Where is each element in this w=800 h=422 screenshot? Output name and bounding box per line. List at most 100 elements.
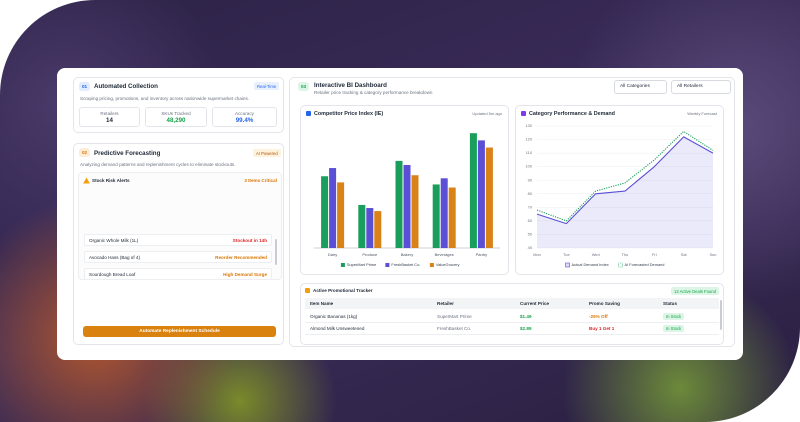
column-header: Status	[663, 301, 678, 306]
scrollbar[interactable]	[275, 239, 277, 265]
alerts-panel: Stock Risk Alerts 3 Items Critical Organ…	[78, 172, 282, 280]
step-badge: 03	[298, 82, 309, 91]
deals-badge: 12 Active Deals Found	[671, 287, 719, 295]
table-row-divider	[305, 334, 719, 335]
card-description: Scraping pricing, promotions, and invent…	[80, 96, 250, 101]
alerts-count: 3 Items Critical	[244, 178, 277, 183]
bar	[469, 133, 477, 248]
bar	[448, 187, 456, 248]
alert-status: Stockout in 14h	[232, 238, 267, 243]
current-price: $1.49	[520, 314, 532, 319]
replenish-button[interactable]: Automate Replenishment Schedule	[83, 326, 276, 337]
bar	[366, 208, 374, 248]
bar	[358, 204, 366, 248]
bar	[440, 178, 448, 248]
card-description: Analyzing demand patterns and replenishm…	[80, 162, 236, 167]
dashboard-title: Interactive BI Dashboard	[314, 82, 387, 89]
collection-card	[73, 77, 284, 133]
chart-title: Category Performance & Demand	[529, 111, 615, 117]
bar	[395, 160, 403, 248]
x-tick-label: Wed	[592, 252, 600, 257]
alert-item: Avocado Hass (Bag of 4)	[89, 255, 140, 260]
retailer-filter[interactable]: All Retailers	[671, 80, 731, 94]
stock-status: In Stock	[663, 325, 685, 332]
bar	[329, 168, 337, 248]
legend-swatch	[340, 263, 345, 267]
stat-box: Retailers 14	[79, 107, 140, 127]
card-title: Predictive Forecasting	[94, 150, 161, 157]
bar	[337, 182, 345, 248]
table-header	[305, 298, 719, 309]
stock-status: In Stock	[663, 313, 685, 320]
column-header: Item Name	[310, 301, 334, 306]
promo-title: Active Promotional Tracker	[313, 288, 373, 293]
line	[536, 130, 714, 222]
promo-saving: -25% Off	[589, 314, 608, 319]
x-tick-label: Produce	[362, 252, 378, 257]
x-tick-label: Fri	[652, 252, 657, 257]
chart-subtitle: Weekly Forecast	[687, 111, 718, 116]
y-tick-label: 110	[526, 150, 533, 155]
bar	[485, 147, 493, 248]
bar-chart: Competitor Price Index (IE) Updated 5m ag…	[306, 111, 503, 267]
y-tick-label: 60	[528, 218, 533, 223]
x-tick-label: Thu	[622, 252, 629, 257]
legend-swatch	[385, 263, 390, 267]
chart-icon	[306, 111, 311, 116]
legend-label: AI Forecasted Demand	[624, 262, 664, 267]
scrollbar[interactable]	[720, 300, 722, 330]
x-tick-label: Sat	[681, 252, 688, 257]
y-tick-label: 130	[526, 123, 533, 128]
stat-value: 14	[106, 117, 113, 124]
item-name: Organic Bananas (1kg)	[310, 314, 358, 319]
area	[537, 136, 713, 248]
column-header: Promo Saving	[589, 301, 620, 306]
stat-label: Retailers	[100, 111, 119, 116]
stat-value: 99.4%	[235, 117, 254, 124]
chart-icon	[521, 111, 526, 116]
x-tick-label: Bakery	[401, 252, 413, 257]
y-tick-label: 40	[528, 245, 533, 250]
status-badge: AI Powered	[253, 149, 281, 157]
chart-subtitle: Updated 5m ago	[472, 111, 502, 116]
bar	[432, 184, 440, 248]
y-tick-label: 100	[526, 164, 533, 169]
card-title: Automated Collection	[94, 83, 158, 90]
table-row-divider	[305, 322, 719, 323]
promo-saving: Buy 1 Get 1	[589, 326, 615, 331]
x-tick-label: Beverages	[435, 252, 454, 257]
bar	[374, 211, 382, 248]
alert-status: High Demand Surge	[223, 272, 267, 277]
legend-swatch	[618, 262, 623, 268]
legend-swatch	[429, 263, 434, 267]
status-badge: Real-Time	[254, 82, 280, 90]
x-tick-label: Mon	[533, 252, 541, 257]
bar	[321, 176, 329, 248]
legend-label: SuperMart Prime	[347, 262, 376, 267]
y-tick-label: 50	[528, 231, 533, 236]
chart-title: Competitor Price Index (IE)	[314, 111, 383, 117]
alert-row: Sourdough Bread Loaf High Demand Surge	[84, 268, 272, 279]
alert-item: Organic Whole Milk (1L)	[89, 238, 139, 243]
current-price: $2.89	[520, 326, 532, 331]
category-filter[interactable]: All Categories	[614, 80, 667, 94]
legend-swatch	[565, 262, 570, 268]
alert-item: Sourdough Bread Loaf	[89, 272, 136, 277]
bar	[477, 140, 485, 248]
bar	[411, 175, 419, 248]
stat-label: Accuracy	[235, 111, 254, 116]
alert-status: Reorder Recommended	[215, 255, 267, 260]
bar	[403, 164, 411, 248]
line	[536, 136, 714, 225]
step-badge: 01	[79, 82, 90, 91]
stat-box: Accuracy 99.4%	[212, 107, 277, 127]
x-tick-label: Dairy	[328, 252, 337, 257]
stat-box: SKUs Tracked 48,290	[145, 107, 207, 127]
item-name: Almond Milk Unsweetened	[310, 326, 365, 331]
alerts-title: Stock Risk Alerts	[92, 178, 130, 183]
column-header: Retailer	[437, 301, 454, 306]
y-tick-label: 70	[528, 204, 533, 209]
retailer: FreshBasket Co.	[437, 326, 472, 331]
retailer: SuperMart Prime	[437, 314, 472, 319]
